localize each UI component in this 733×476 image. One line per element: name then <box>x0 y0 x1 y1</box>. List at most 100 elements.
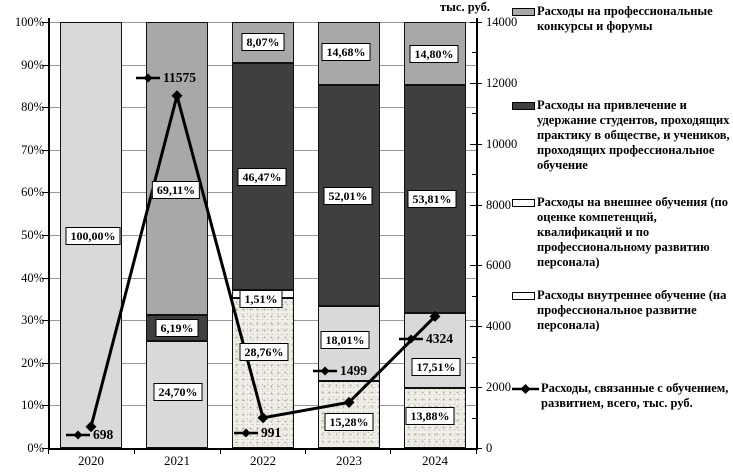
y-tick-label: 80% <box>21 100 44 114</box>
axis-minor-tick <box>472 235 478 237</box>
legend-item-students: Расходы на привлечение и удержание студе… <box>512 98 733 173</box>
axis-tick <box>470 205 482 207</box>
legend-item-label: Расходы, связанные с обучением, развитие… <box>541 381 729 410</box>
axis-tick <box>470 326 482 328</box>
y2-tick-label: 10000 <box>486 137 518 151</box>
axis-minor-tick <box>472 113 478 115</box>
x-tick-label: 2023 <box>336 453 362 468</box>
y2-tick-label: 6000 <box>486 258 511 272</box>
line-marker-icon <box>66 430 90 440</box>
bar-percent-label: 28,76% <box>239 343 289 361</box>
axis-minor-tick <box>472 418 478 420</box>
axis-tick <box>42 22 48 24</box>
axis-tick <box>42 320 48 322</box>
axis-minor-tick <box>472 296 478 298</box>
y-tick-label: 60% <box>21 185 44 199</box>
x-tick-label: 2024 <box>422 453 448 468</box>
bar-percent-label: 52,01% <box>323 187 373 205</box>
y-tick-label: 30% <box>21 313 44 327</box>
y-tick-label: 90% <box>21 58 44 72</box>
axis-tick <box>134 448 136 454</box>
y-tick-label: 0% <box>27 441 44 455</box>
line-marker-icon <box>234 428 258 438</box>
y-tick-label: 10% <box>21 398 44 412</box>
y-axis-left <box>48 18 50 449</box>
axis-tick <box>220 448 222 454</box>
y-tick-label: 100% <box>14 15 44 29</box>
legend-item-label: Расходы на внешнее обучения (по оценке к… <box>537 195 728 269</box>
legend-item-label: Расходы на привлечение и удержание студе… <box>537 98 730 172</box>
x-tick-label: 2020 <box>78 453 104 468</box>
line-value-label: 991 <box>234 425 281 441</box>
y2-tick-label: 0 <box>486 441 493 455</box>
medium-gray-swatch-icon <box>512 8 535 16</box>
legend-item-internal-training: Расходы внутреннее обучение (на професси… <box>512 288 733 333</box>
axis-tick <box>42 363 48 365</box>
line-marker-icon <box>399 334 423 344</box>
axis-tick <box>48 448 50 454</box>
line-value-label: 11575 <box>136 70 196 86</box>
legend-item-contests: Расходы на профессиональные конкурсы и ф… <box>512 4 733 34</box>
bar-percent-label: 100,00% <box>65 227 121 245</box>
right-axis-title: тыс. руб. <box>440 0 490 14</box>
bar-percent-label: 15,28% <box>324 413 374 431</box>
bar-segment-2021-contests <box>146 22 208 315</box>
y-tick-label: 70% <box>21 143 44 157</box>
y2-tick-label: 4000 <box>486 319 511 333</box>
y2-tick-label: 12000 <box>486 76 518 90</box>
y-tick-label: 40% <box>21 271 44 285</box>
y2-tick-label: 14000 <box>486 15 518 29</box>
x-tick-label: 2021 <box>164 453 190 468</box>
axis-tick <box>470 144 482 146</box>
x-tick-label: 2022 <box>250 453 276 468</box>
axis-tick <box>470 22 482 24</box>
line-marker-icon <box>136 73 160 83</box>
axis-tick <box>470 265 482 267</box>
white-swatch-icon <box>512 199 535 207</box>
axis-tick <box>42 235 48 237</box>
line-value-label: 4324 <box>399 331 453 347</box>
axis-tick <box>42 107 48 109</box>
line-value-label: 1499 <box>313 363 367 379</box>
y-tick-label: 20% <box>21 356 44 370</box>
white-swatch-icon <box>512 292 535 300</box>
legend-item-label: Расходы внутреннее обучение (на професси… <box>537 288 727 332</box>
axis-minor-tick <box>472 52 478 54</box>
axis-tick <box>305 448 307 454</box>
bar-percent-label: 8,07% <box>241 33 285 51</box>
bar-percent-label: 18,01% <box>320 331 370 349</box>
bar-percent-label: 69,11% <box>151 181 201 199</box>
bar-percent-label: 24,70% <box>153 383 203 401</box>
axis-tick <box>42 448 48 450</box>
bar-percent-label: 6,19% <box>155 319 199 337</box>
line-marker-icon <box>313 366 337 376</box>
legend-item-total-line: Расходы, связанные с обучением, развитие… <box>512 381 733 411</box>
dark-gray-swatch-icon <box>512 102 535 110</box>
bar-segment-2024-external <box>404 313 466 388</box>
bar-percent-label: 14,80% <box>409 45 459 63</box>
axis-minor-tick <box>472 174 478 176</box>
y2-tick-label: 2000 <box>486 380 511 394</box>
bar-percent-label: 14,68% <box>321 43 371 61</box>
axis-tick <box>42 192 48 194</box>
axis-tick <box>42 150 48 152</box>
axis-tick <box>470 83 482 85</box>
axis-tick <box>42 65 48 67</box>
bar-percent-label: 13,88% <box>405 407 455 425</box>
axis-tick <box>470 387 482 389</box>
y2-tick-label: 8000 <box>486 198 511 212</box>
bar-percent-label: 46,47% <box>237 168 287 186</box>
y-tick-label: 50% <box>21 228 44 242</box>
legend-item-external-training: Расходы на внешнее обучения (по оценке к… <box>512 195 733 270</box>
line-marker-icon <box>512 384 539 394</box>
x-axis <box>48 448 478 450</box>
legend-item-label: Расходы на профессиональные конкурсы и ф… <box>537 4 713 33</box>
bar-percent-label: 1,51% <box>239 290 283 308</box>
axis-tick <box>476 448 478 454</box>
bar-percent-label: 53,81% <box>407 190 457 208</box>
axis-tick <box>42 405 48 407</box>
line-value-label: 698 <box>66 427 113 443</box>
axis-minor-tick <box>472 357 478 359</box>
y-axis-right <box>476 18 478 449</box>
